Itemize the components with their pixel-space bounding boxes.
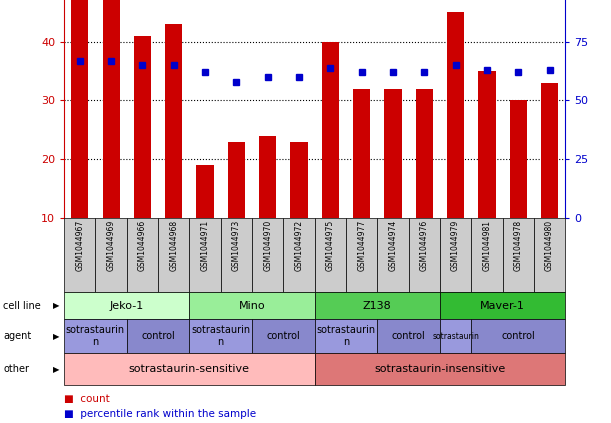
Text: Mino: Mino xyxy=(239,301,265,310)
Text: GSM1044969: GSM1044969 xyxy=(107,220,115,271)
Bar xyxy=(127,319,189,353)
Bar xyxy=(158,218,189,292)
Bar xyxy=(440,319,471,353)
Text: ■  percentile rank within the sample: ■ percentile rank within the sample xyxy=(64,409,256,419)
Bar xyxy=(64,319,127,353)
Bar xyxy=(409,218,440,292)
Text: GSM1044972: GSM1044972 xyxy=(295,220,304,271)
Text: sotrastaurin-insensitive: sotrastaurin-insensitive xyxy=(375,364,505,374)
Text: GSM1044973: GSM1044973 xyxy=(232,220,241,271)
Bar xyxy=(384,89,401,218)
Bar xyxy=(64,353,315,385)
Text: ▶: ▶ xyxy=(53,301,59,310)
Bar xyxy=(228,142,245,218)
Bar xyxy=(197,165,214,218)
Text: Maver-1: Maver-1 xyxy=(480,301,525,310)
Bar xyxy=(315,292,440,319)
Bar xyxy=(165,24,182,218)
Bar xyxy=(315,353,565,385)
Text: GSM1044981: GSM1044981 xyxy=(483,220,491,271)
Text: GSM1044979: GSM1044979 xyxy=(451,220,460,271)
Bar xyxy=(134,36,151,218)
Bar xyxy=(315,319,378,353)
Bar xyxy=(252,319,315,353)
Bar xyxy=(189,319,252,353)
Bar xyxy=(471,218,503,292)
Bar xyxy=(353,89,370,218)
Text: control: control xyxy=(141,331,175,341)
Text: control: control xyxy=(392,331,425,341)
Bar xyxy=(103,0,120,218)
Text: control: control xyxy=(502,331,535,341)
Bar xyxy=(534,218,565,292)
Bar xyxy=(315,218,346,292)
Bar xyxy=(346,218,378,292)
Text: Jeko-1: Jeko-1 xyxy=(109,301,144,310)
Bar xyxy=(290,142,307,218)
Text: GSM1044967: GSM1044967 xyxy=(75,220,84,271)
Text: sotrastaurin: sotrastaurin xyxy=(432,332,479,341)
Bar xyxy=(322,42,339,218)
Bar xyxy=(127,218,158,292)
Text: GSM1044970: GSM1044970 xyxy=(263,220,272,271)
Text: GSM1044974: GSM1044974 xyxy=(389,220,397,271)
Bar xyxy=(415,89,433,218)
Bar xyxy=(252,218,284,292)
Text: sotrastaurin
n: sotrastaurin n xyxy=(66,325,125,347)
Text: GSM1044971: GSM1044971 xyxy=(200,220,210,271)
Text: ▶: ▶ xyxy=(53,365,59,374)
Bar xyxy=(284,218,315,292)
Text: GSM1044976: GSM1044976 xyxy=(420,220,429,271)
Bar xyxy=(189,292,315,319)
Text: cell line: cell line xyxy=(3,301,41,310)
Text: control: control xyxy=(266,331,300,341)
Bar xyxy=(221,218,252,292)
Bar xyxy=(71,0,89,218)
Bar xyxy=(471,319,565,353)
Bar xyxy=(503,218,534,292)
Text: GSM1044975: GSM1044975 xyxy=(326,220,335,271)
Bar xyxy=(378,319,440,353)
Text: agent: agent xyxy=(3,331,31,341)
Text: GSM1044966: GSM1044966 xyxy=(138,220,147,271)
Text: GSM1044978: GSM1044978 xyxy=(514,220,522,271)
Bar xyxy=(440,292,565,319)
Text: sotrastaurin-sensitive: sotrastaurin-sensitive xyxy=(129,364,250,374)
Bar xyxy=(541,83,558,218)
Text: Z138: Z138 xyxy=(363,301,392,310)
Text: GSM1044977: GSM1044977 xyxy=(357,220,366,271)
Text: GSM1044980: GSM1044980 xyxy=(545,220,554,271)
Bar xyxy=(64,292,189,319)
Text: other: other xyxy=(3,364,29,374)
Bar xyxy=(510,101,527,218)
Bar xyxy=(64,218,95,292)
Text: ■  count: ■ count xyxy=(64,394,110,404)
Bar xyxy=(378,218,409,292)
Bar xyxy=(478,71,496,218)
Bar xyxy=(189,218,221,292)
Bar xyxy=(95,218,127,292)
Bar xyxy=(440,218,471,292)
Text: sotrastaurin
n: sotrastaurin n xyxy=(316,325,376,347)
Text: sotrastaurin
n: sotrastaurin n xyxy=(191,325,251,347)
Text: ▶: ▶ xyxy=(53,332,59,341)
Bar xyxy=(447,12,464,218)
Bar xyxy=(259,136,276,218)
Text: GSM1044968: GSM1044968 xyxy=(169,220,178,271)
